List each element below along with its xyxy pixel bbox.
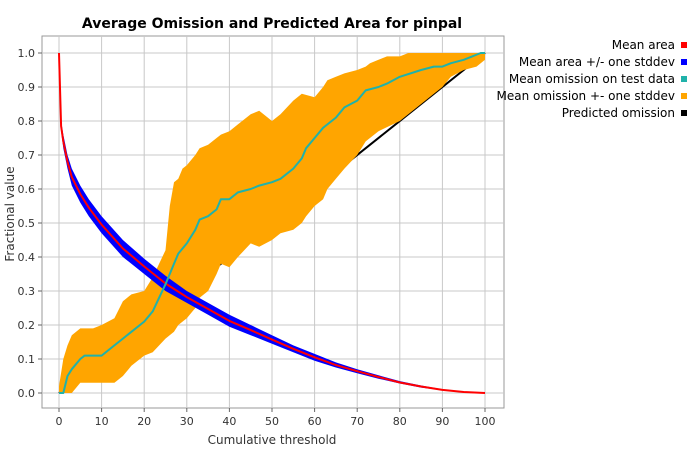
- y-tick-label: 1.0: [18, 47, 36, 60]
- series-layer: [58, 52, 486, 394]
- y-tick-label: 0.3: [18, 285, 36, 298]
- legend-label: Mean area +/- one stddev: [519, 55, 675, 69]
- x-tick-label: 10: [95, 415, 109, 428]
- omission-stddev-band: [59, 53, 485, 393]
- legend-swatch: [681, 110, 687, 116]
- y-tick-label: 0.6: [18, 183, 36, 196]
- legend: Mean area Mean area +/- one stddev Mean om…: [497, 38, 687, 120]
- x-tick-label: 30: [180, 415, 194, 428]
- x-ticks: 0 10 20 30 40 50 60 70 80 90 100: [56, 408, 496, 428]
- mean-omission-line: [59, 52, 485, 394]
- legend-label: Mean omission on test data: [509, 72, 675, 86]
- y-tick-label: 0.2: [18, 319, 36, 332]
- x-tick-label: 80: [393, 415, 407, 428]
- x-tick-label: 20: [137, 415, 151, 428]
- x-tick-label: 0: [56, 415, 63, 428]
- y-tick-label: 0.5: [18, 217, 36, 230]
- legend-swatch: [681, 93, 687, 99]
- x-tick-label: 60: [308, 415, 322, 428]
- chart-title: Average Omission and Predicted Area for …: [82, 16, 462, 32]
- x-tick-label: 40: [222, 415, 236, 428]
- legend-label: Mean omission +- one stddev: [497, 89, 676, 103]
- legend-swatch: [681, 76, 687, 82]
- x-tick-label: 100: [475, 415, 496, 428]
- x-axis-label: Cumulative threshold: [208, 433, 337, 447]
- legend-swatch: [681, 42, 687, 48]
- y-ticks: 0.0 0.1 0.2 0.3 0.4 0.5 0.6 0.7 0.8 0.9 1.0: [18, 47, 42, 400]
- legend-label: Mean area: [612, 38, 675, 52]
- legend-swatch: [681, 59, 687, 65]
- y-tick-label: 0.0: [18, 387, 36, 400]
- y-tick-label: 0.9: [18, 81, 36, 94]
- y-tick-label: 0.4: [18, 251, 36, 264]
- y-axis-label: Fractional value: [3, 166, 17, 261]
- y-tick-label: 0.1: [18, 353, 36, 366]
- x-tick-label: 70: [350, 415, 364, 428]
- x-tick-label: 90: [435, 415, 449, 428]
- mean-area-line: [58, 52, 486, 394]
- legend-label: Predicted omission: [562, 106, 675, 120]
- x-tick-label: 50: [265, 415, 279, 428]
- y-tick-label: 0.8: [18, 115, 36, 128]
- y-tick-label: 0.7: [18, 149, 36, 162]
